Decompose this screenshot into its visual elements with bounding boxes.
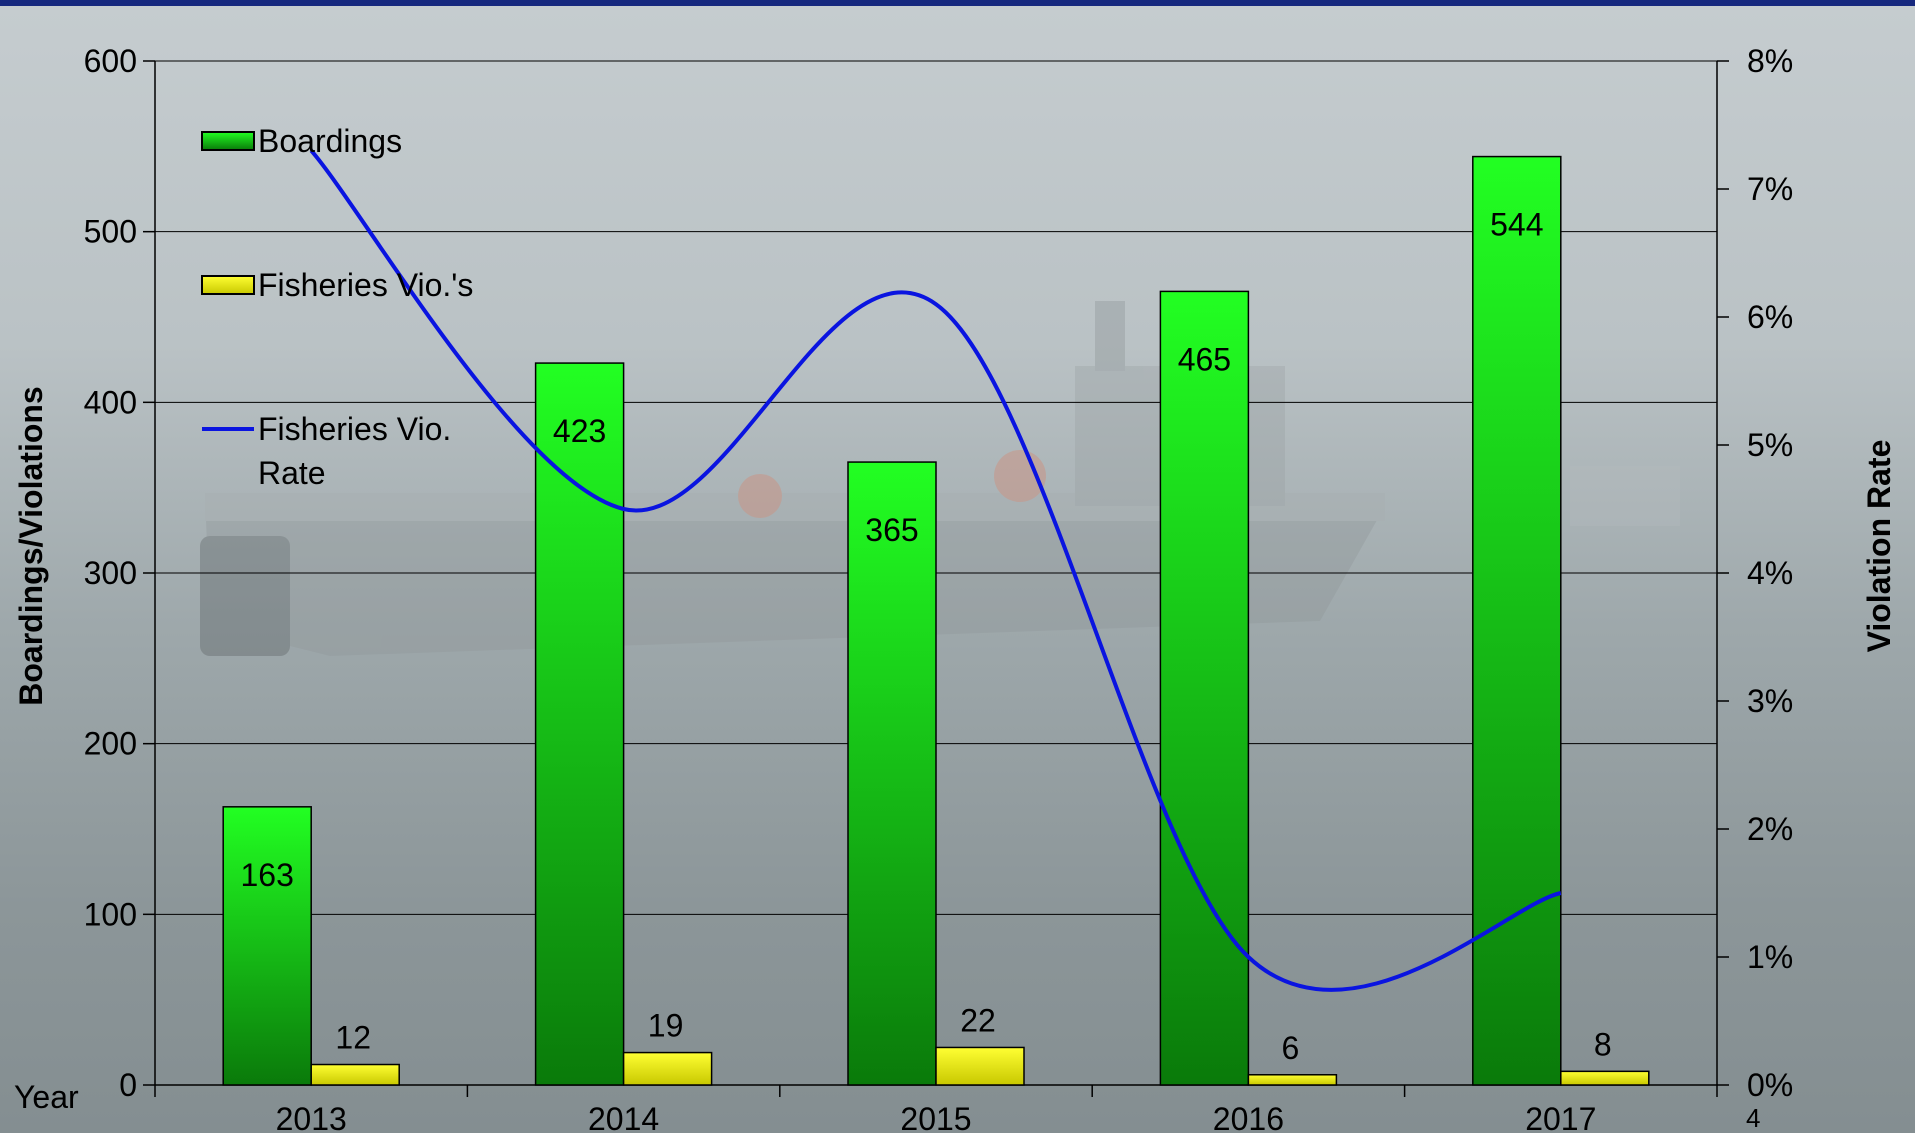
data-labels: 163 12 423 19 365 22 465 6 544 8	[241, 207, 1612, 1066]
page-number: 4	[1746, 1103, 1760, 1133]
legend-swatch-violations	[201, 275, 255, 295]
bar-boardings	[222, 806, 312, 1086]
data-label-boardings: 163	[241, 857, 294, 893]
y2-tick-label: 6%	[1747, 299, 1793, 335]
bar-boardings	[847, 461, 937, 1086]
x-tick-label: 2015	[900, 1101, 971, 1133]
x-tick-label: 2014	[588, 1101, 659, 1133]
bar-violations	[1560, 1070, 1650, 1086]
y2-tick-label: 1%	[1747, 939, 1793, 975]
y2-tick-label: 0%	[1747, 1067, 1793, 1103]
legend: Boardings Fisheries Vio.'s Fisheries Vio…	[201, 123, 473, 491]
y-tick-label: 500	[84, 214, 137, 250]
legend-label-violations: Fisheries Vio.'s	[258, 267, 473, 303]
data-label-boardings: 423	[553, 413, 606, 449]
bar-violations	[935, 1046, 1025, 1086]
boat-photo-backdrop	[200, 301, 1680, 656]
legend-swatch-boardings	[201, 131, 255, 151]
y-tick-label: 100	[84, 896, 137, 932]
axes: 0 100 200 300 400 500 600 0% 1% 2% 3% 4% 5% 6% 7% 8% 201…	[84, 43, 1794, 1133]
y2-tick-label: 4%	[1747, 555, 1793, 591]
x-tick-label: 2016	[1213, 1101, 1284, 1133]
data-label-boardings: 465	[1178, 341, 1231, 377]
data-label-violations: 12	[335, 1020, 371, 1056]
y2-axis-title: Violation Rate	[1861, 440, 1897, 653]
y2-tick-label: 7%	[1747, 171, 1793, 207]
data-label-violations: 22	[960, 1002, 996, 1038]
legend-label-boardings: Boardings	[258, 123, 402, 159]
y-tick-label: 200	[84, 726, 137, 762]
y-tick-label: 600	[84, 43, 137, 79]
bar-line-chart: 0 100 200 300 400 500 600 0% 1% 2% 3% 4% 5% 6% 7% 8% 201…	[13, 43, 1897, 1133]
y2-tick-label: 8%	[1747, 43, 1793, 79]
legend-label-rate: Fisheries Vio. Rate	[258, 411, 460, 491]
data-label-violations: 8	[1594, 1026, 1612, 1062]
data-label-violations: 19	[648, 1008, 684, 1044]
y-tick-label: 300	[84, 555, 137, 591]
y2-tick-label: 5%	[1747, 427, 1793, 463]
bar-violations	[622, 1051, 713, 1086]
data-label-violations: 6	[1282, 1030, 1300, 1066]
bar-boardings	[1159, 290, 1250, 1086]
bar-boardings	[534, 362, 625, 1086]
x-tick-label: 2017	[1525, 1101, 1596, 1133]
y2-tick-label: 3%	[1747, 683, 1793, 719]
y-axis-title: Boardings/Violations	[13, 386, 49, 705]
bar-violations	[1247, 1074, 1338, 1086]
line-violation-rate	[309, 149, 1562, 992]
bar-boardings	[1472, 155, 1562, 1086]
bars	[222, 155, 1650, 1086]
x-tick-label: 2013	[276, 1101, 347, 1133]
x-axis-title: Year	[14, 1079, 79, 1115]
bar-violations	[310, 1063, 400, 1086]
data-label-boardings: 544	[1490, 207, 1543, 243]
y2-tick-label: 2%	[1747, 811, 1793, 847]
y-tick-label: 400	[84, 384, 137, 420]
data-label-boardings: 365	[865, 512, 918, 548]
slide-background: 0 100 200 300 400 500 600 0% 1% 2% 3% 4% 5% 6% 7% 8% 201…	[0, 6, 1915, 1133]
y-tick-label: 0	[119, 1067, 137, 1103]
rate-line	[309, 149, 1562, 992]
